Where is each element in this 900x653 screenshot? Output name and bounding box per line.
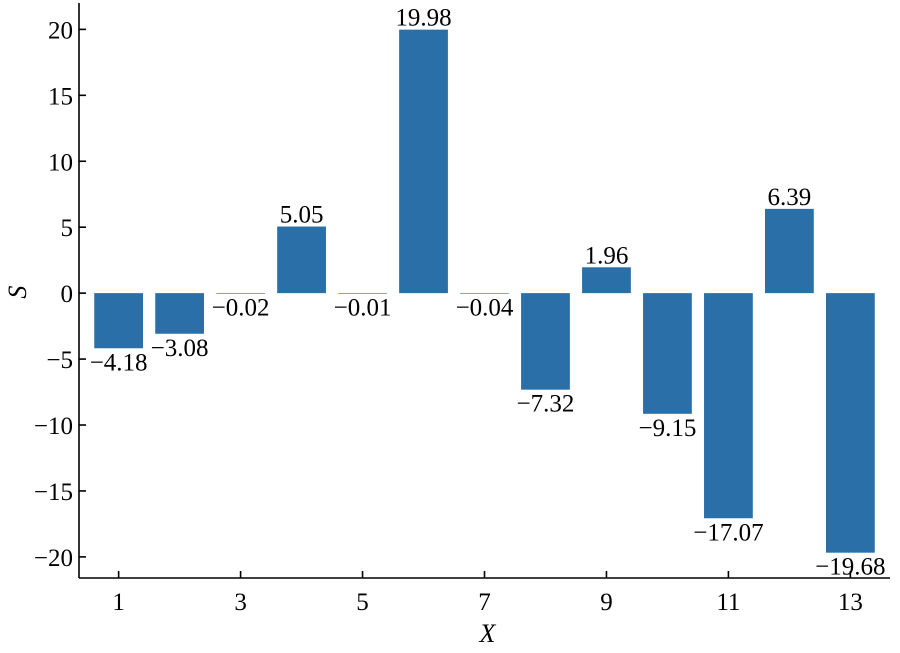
bar-8	[521, 293, 570, 390]
x-tick-label: 11	[716, 589, 740, 616]
x-tick-label: 3	[234, 589, 247, 616]
bar-4	[277, 226, 326, 294]
bar-value-label: −0.02	[212, 294, 270, 321]
bar-1	[94, 293, 144, 349]
bar-11	[704, 293, 753, 519]
bar-value-label: −3.08	[151, 335, 209, 362]
bar-3	[216, 293, 265, 294]
y-tick-label: −20	[34, 545, 73, 572]
y-tick-label: 20	[48, 17, 73, 44]
bar-value-label: 6.39	[768, 184, 812, 211]
y-tick-label: 5	[61, 215, 74, 242]
bar-12	[764, 208, 814, 294]
bar-value-label: −7.32	[517, 391, 575, 418]
x-tick-label: 1	[112, 589, 125, 616]
bar-2	[155, 293, 205, 334]
bar-7	[460, 293, 509, 294]
x-ticks-group: 1 3 5 7 9 11 13	[112, 571, 863, 616]
y-tick-label: 10	[48, 149, 73, 176]
bar-10	[643, 293, 692, 414]
y-ticks-group: −20 −15 −10 −5 0 5 10 15 20	[34, 17, 86, 572]
y-tick-label: −5	[46, 347, 73, 374]
x-tick-label: 5	[356, 589, 369, 616]
bar-value-label: 19.98	[395, 5, 451, 32]
bar-5	[338, 293, 387, 294]
bar-6	[399, 29, 448, 294]
bar-value-label: −17.07	[693, 519, 763, 546]
bar-value-label: −9.15	[639, 415, 697, 442]
y-axis-title: S	[3, 286, 32, 299]
bar-value-label: −4.18	[90, 349, 148, 376]
x-tick-label: 13	[838, 589, 863, 616]
bar-value-label: 1.96	[585, 242, 629, 269]
bar-labels-group: −4.18−3.08−0.02 5.05 −0.01 19.98 −0.04 −7.32 1…	[90, 5, 886, 581]
bar-9	[582, 267, 631, 294]
bars-group	[94, 29, 875, 553]
x-axis-title: X	[479, 619, 497, 648]
x-tick-label: 9	[600, 589, 613, 616]
y-tick-label: −10	[34, 413, 73, 440]
bar-13	[825, 293, 875, 553]
y-tick-label: 15	[48, 83, 73, 110]
bar-value-label: −0.01	[334, 294, 392, 321]
bar-value-label: 5.05	[280, 202, 324, 229]
y-tick-label: −15	[34, 479, 73, 506]
bar-value-label: −0.04	[456, 295, 514, 322]
y-tick-label: 0	[61, 281, 74, 308]
x-tick-label: 7	[478, 589, 491, 616]
